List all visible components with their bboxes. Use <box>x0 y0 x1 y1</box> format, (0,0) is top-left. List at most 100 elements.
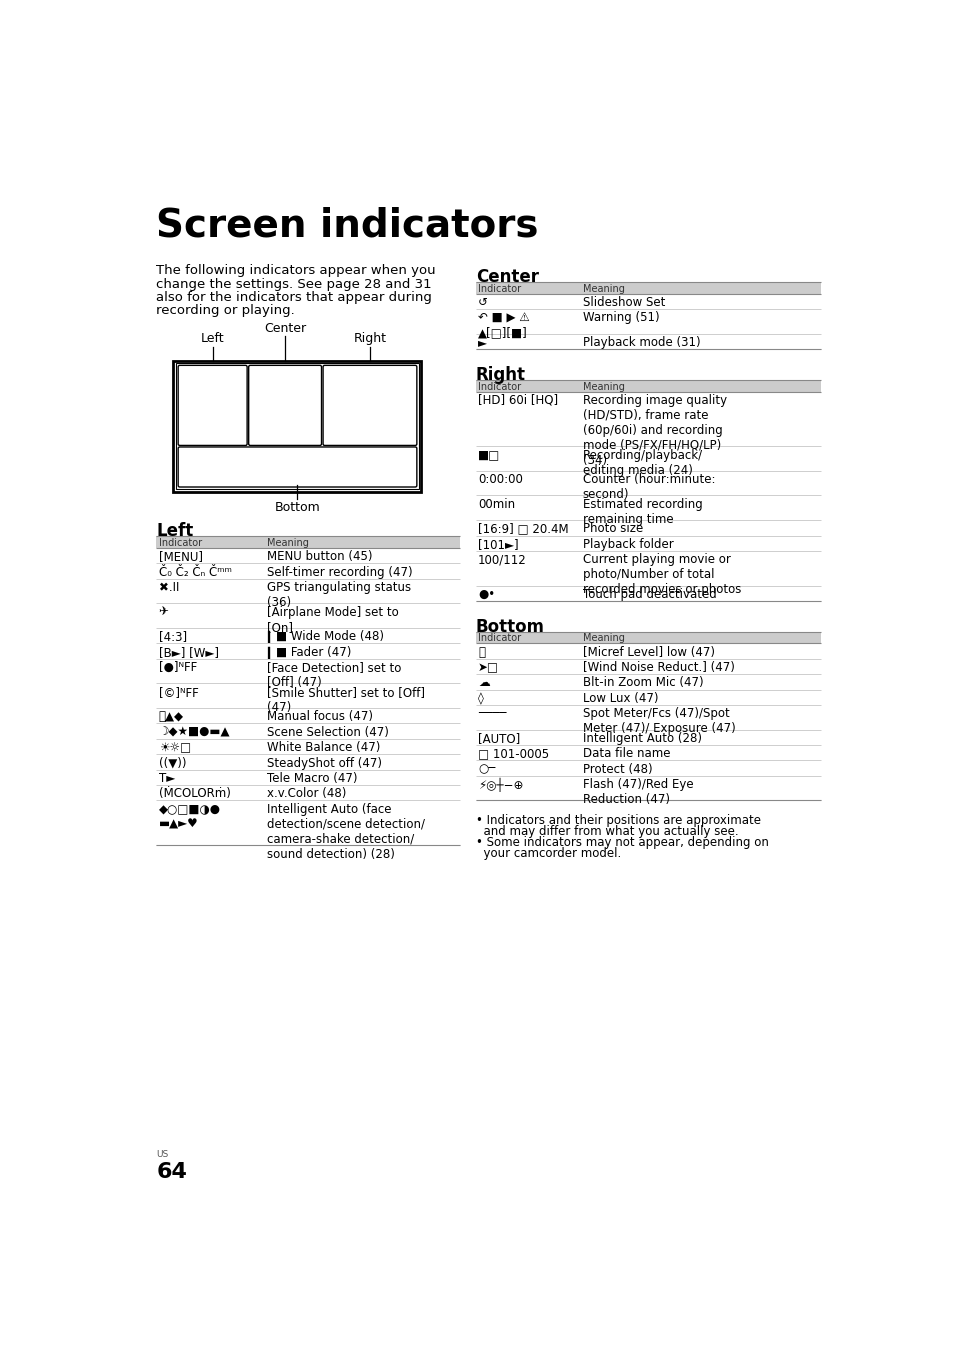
Bar <box>156 628 459 643</box>
Bar <box>476 586 821 601</box>
Text: Center: Center <box>476 269 538 286</box>
Text: and may differ from what you actually see.: and may differ from what you actually se… <box>476 825 738 839</box>
FancyBboxPatch shape <box>249 365 321 445</box>
Text: Indicator: Indicator <box>477 381 520 392</box>
Text: SteadyShot off (47): SteadyShot off (47) <box>267 756 382 769</box>
Text: Blt-in Zoom Mic (47): Blt-in Zoom Mic (47) <box>582 676 702 689</box>
Text: ────: ──── <box>477 707 506 721</box>
FancyBboxPatch shape <box>323 365 416 445</box>
Bar <box>476 520 821 536</box>
Bar <box>476 282 821 293</box>
Text: recording or playing.: recording or playing. <box>156 304 294 316</box>
Text: Warning (51): Warning (51) <box>582 312 659 324</box>
Bar <box>156 723 459 738</box>
Bar <box>476 495 821 520</box>
Text: [HD] 60i [HQ]: [HD] 60i [HQ] <box>477 394 558 407</box>
Bar <box>476 471 821 495</box>
Text: ▎■ Fader (47): ▎■ Fader (47) <box>267 646 352 658</box>
Bar <box>476 689 821 704</box>
Bar <box>476 446 821 471</box>
Bar <box>156 548 459 563</box>
Text: Left: Left <box>156 522 193 540</box>
Bar <box>156 708 459 723</box>
Text: □ 101-0005: □ 101-0005 <box>477 748 549 760</box>
Text: T►: T► <box>158 772 174 784</box>
Bar <box>476 776 821 801</box>
Bar <box>476 643 821 658</box>
Text: Right: Right <box>476 366 525 384</box>
Bar <box>476 632 821 643</box>
Text: Touch pad deactivated: Touch pad deactivated <box>582 588 716 601</box>
Text: Playback mode (31): Playback mode (31) <box>582 337 700 349</box>
Text: Spot Meter/Fcs (47)/Spot
Meter (47)/ Exposure (47): Spot Meter/Fcs (47)/Spot Meter (47)/ Exp… <box>582 707 735 735</box>
Text: ➤□: ➤□ <box>477 661 498 674</box>
Text: ○─: ○─ <box>477 763 495 776</box>
Bar <box>156 563 459 578</box>
Text: ☽◆★■●▬▲: ☽◆★■●▬▲ <box>158 726 230 738</box>
Text: ☁: ☁ <box>477 676 489 689</box>
Text: also for the indicators that appear during: also for the indicators that appear duri… <box>156 290 432 304</box>
Text: Tele Macro (47): Tele Macro (47) <box>267 772 357 784</box>
Text: [B►] [W►]: [B►] [W►] <box>158 646 218 658</box>
Bar <box>156 754 459 769</box>
Text: Meaning: Meaning <box>582 634 624 643</box>
FancyBboxPatch shape <box>178 365 247 445</box>
Text: Data file name: Data file name <box>582 748 670 760</box>
Text: ►: ► <box>477 337 487 349</box>
Text: ((▼)): ((▼)) <box>158 756 186 769</box>
Text: Manual focus (47): Manual focus (47) <box>267 710 373 723</box>
Text: Playback folder: Playback folder <box>582 537 673 551</box>
Text: Center: Center <box>264 322 306 335</box>
Text: Slideshow Set: Slideshow Set <box>582 296 664 309</box>
Text: [AUTO]: [AUTO] <box>477 731 519 745</box>
Text: [©]ᴺFF: [©]ᴺFF <box>158 685 198 699</box>
Text: Bottom: Bottom <box>274 501 320 514</box>
Bar <box>156 643 459 658</box>
Bar <box>156 738 459 754</box>
Text: ⤓: ⤓ <box>477 646 484 658</box>
Text: Recording image quality
(HD/STD), frame rate
(60p/60i) and recording
mode (PS/FX: Recording image quality (HD/STD), frame … <box>582 394 726 467</box>
Text: [101►]: [101►] <box>477 537 518 551</box>
Bar <box>476 658 821 674</box>
Bar <box>156 604 459 628</box>
Bar <box>156 784 459 801</box>
Text: ⓕ▲◆: ⓕ▲◆ <box>158 710 184 723</box>
Bar <box>476 380 821 392</box>
Bar <box>156 536 459 548</box>
Text: MENU button (45): MENU button (45) <box>267 550 373 563</box>
Bar <box>476 551 821 586</box>
Bar <box>476 704 821 730</box>
Text: GPS triangulating status
(36): GPS triangulating status (36) <box>267 581 411 609</box>
Text: [●]ᴺFF: [●]ᴺFF <box>158 661 197 674</box>
Text: [4:3]: [4:3] <box>158 630 187 643</box>
Bar <box>476 309 821 334</box>
FancyBboxPatch shape <box>178 446 416 487</box>
Text: Č₀ Č₂ Čₙ Čᵐᵐ: Č₀ Č₂ Čₙ Čᵐᵐ <box>158 566 232 578</box>
Text: Left: Left <box>201 332 224 345</box>
Text: ■□: ■□ <box>477 449 499 461</box>
Text: Screen indicators: Screen indicators <box>156 206 538 244</box>
Bar <box>156 578 459 604</box>
Text: [Airplane Mode] set to
[On]: [Airplane Mode] set to [On] <box>267 605 398 634</box>
Bar <box>173 361 421 491</box>
Bar <box>476 536 821 551</box>
Bar <box>476 745 821 760</box>
Text: ⚡◎┼−⊕: ⚡◎┼−⊕ <box>477 778 523 792</box>
Text: Photo size: Photo size <box>582 522 642 536</box>
Text: Self-timer recording (47): Self-timer recording (47) <box>267 566 413 578</box>
Text: 100/112: 100/112 <box>477 554 526 566</box>
Text: White Balance (47): White Balance (47) <box>267 741 380 754</box>
Text: Low Lux (47): Low Lux (47) <box>582 692 658 704</box>
Text: US: US <box>156 1149 169 1159</box>
Text: ↶ ■ ▶ ⚠
▲[□][■]: ↶ ■ ▶ ⚠ ▲[□][■] <box>477 312 529 339</box>
Bar <box>156 801 459 845</box>
Text: ▎■ Wide Mode (48): ▎■ Wide Mode (48) <box>267 630 384 643</box>
Bar <box>476 293 821 309</box>
Text: [MENU]: [MENU] <box>158 550 203 563</box>
Text: 0:00:00: 0:00:00 <box>477 474 522 486</box>
Text: [Micref Level] low (47): [Micref Level] low (47) <box>582 646 714 658</box>
Bar <box>156 658 459 684</box>
Text: Meaning: Meaning <box>267 537 309 548</box>
Text: ✖.II: ✖.II <box>158 581 179 594</box>
Text: Scene Selection (47): Scene Selection (47) <box>267 726 389 738</box>
